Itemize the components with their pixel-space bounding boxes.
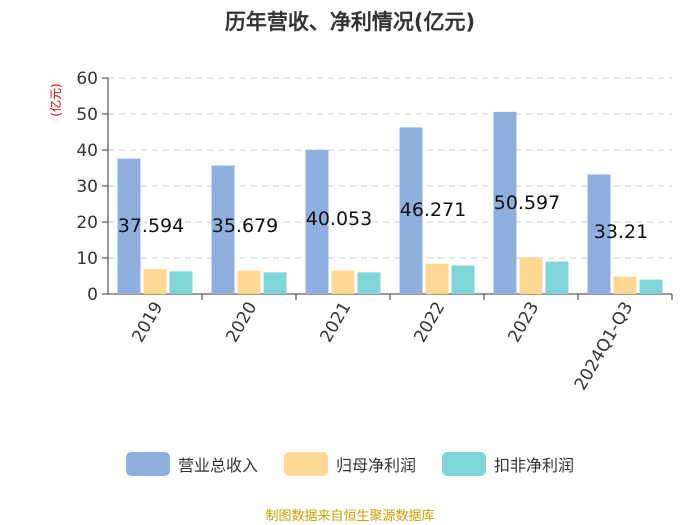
bar-0-4 [493, 111, 517, 294]
bar-1-3 [425, 263, 449, 294]
y-tick-label: 20 [76, 213, 98, 233]
y-axis-label: (亿元) [48, 83, 63, 116]
legend-swatch [442, 452, 486, 476]
legend-swatch [283, 452, 328, 476]
y-tick-label: 60 [76, 69, 98, 89]
y-tick-label: 50 [76, 105, 98, 125]
data-label: 37.594 [118, 215, 184, 237]
data-label: 46.271 [400, 199, 466, 221]
bar-2-1 [263, 272, 287, 294]
x-tick-label: 2023 [504, 299, 543, 346]
bar-0-3 [399, 127, 423, 294]
bar-2-5 [639, 279, 663, 294]
x-tick-label: 2024Q1-Q3 [571, 299, 638, 394]
data-label: 33.21 [594, 221, 648, 243]
y-tick-label: 40 [76, 141, 98, 161]
bar-2-3 [451, 265, 475, 294]
legend-item[interactable]: 归母净利润 [283, 452, 416, 476]
x-tick-label: 2019 [128, 299, 167, 346]
bar-0-1 [211, 165, 235, 294]
bar-2-0 [169, 271, 193, 294]
bar-0-0 [117, 158, 141, 294]
x-tick-label: 2021 [316, 299, 355, 346]
bar-1-5 [613, 276, 637, 294]
bar-0-5 [587, 174, 611, 294]
bar-chart: 0 10 20 30 40 50 60 (亿元) 2019 2020 2021 2022 2023 202… [48, 69, 673, 394]
x-tick-label: 2020 [222, 299, 261, 346]
bar-0-2 [305, 149, 329, 294]
legend-label: 归母净利润 [335, 456, 416, 475]
data-label: 50.597 [494, 192, 560, 214]
data-label: 40.053 [306, 208, 372, 230]
legend-label: 营业总收入 [177, 456, 258, 475]
x-tick-label: 2022 [410, 299, 449, 346]
data-source-note: 制图数据来自恒生聚源数据库 [265, 509, 435, 524]
y-tick-label: 0 [87, 285, 98, 305]
bar-1-1 [237, 270, 261, 294]
chart-title: 历年营收、净利情况(亿元) [224, 10, 476, 34]
y-tick-label: 30 [76, 177, 98, 197]
legend-label: 扣非净利润 [494, 456, 575, 475]
bar-1-2 [331, 270, 355, 294]
bar-1-0 [143, 269, 167, 294]
legend-swatch [125, 452, 170, 476]
chart-legend: 营业总收入 归母净利润 扣非净利润 [0, 452, 700, 476]
bar-2-2 [357, 272, 381, 294]
y-tick-label: 10 [76, 249, 98, 269]
legend-item[interactable]: 营业总收入 [125, 452, 258, 476]
legend-item[interactable]: 扣非净利润 [442, 452, 574, 476]
data-label: 35.679 [212, 215, 278, 237]
bar-1-4 [519, 257, 543, 294]
bar-2-4 [545, 261, 569, 294]
